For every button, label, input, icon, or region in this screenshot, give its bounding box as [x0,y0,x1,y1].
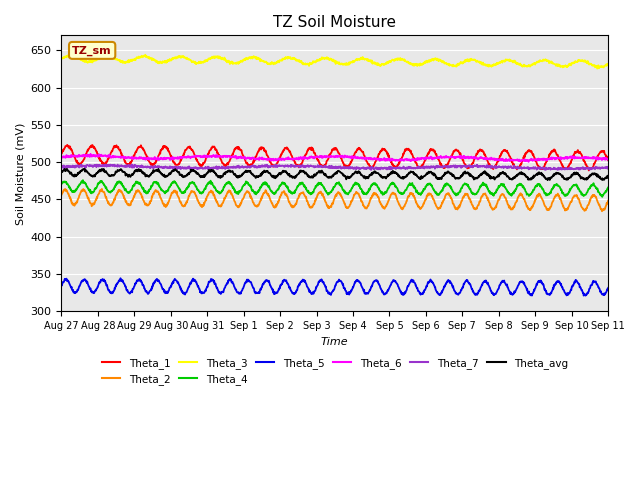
Theta_5 [301,278,309,284]
Theta_7 [311,163,319,169]
Theta_6 [525,159,532,165]
Theta_3 [369,60,377,65]
Theta_1 [122,161,130,167]
Theta_1 [369,164,377,169]
Theta_4 [100,182,108,188]
Line: Theta_4: Theta_4 [61,180,608,197]
Line: Theta_5: Theta_5 [61,278,608,296]
Theta_1 [311,150,319,156]
Theta_4 [604,185,612,191]
Theta_2 [98,186,106,192]
Line: Theta_7: Theta_7 [61,165,608,170]
Theta_3 [100,51,108,57]
Theta_7 [290,163,298,168]
Theta_avg [301,171,309,177]
Theta_3 [290,55,298,61]
Theta_7 [604,164,612,170]
Theta_2 [122,198,130,204]
Theta_4 [79,177,87,183]
Theta_avg [81,166,88,172]
Theta_7 [128,162,136,168]
Theta_1 [604,157,612,163]
Theta_5 [369,280,377,286]
Theta_2 [290,203,298,209]
Theta_6 [100,153,108,158]
Y-axis label: Soil Moisture (mV): Soil Moisture (mV) [15,122,25,225]
Theta_4 [311,185,319,191]
Theta_avg [311,171,319,177]
Theta_1 [585,168,593,173]
Theta_6 [311,155,319,160]
Theta_2 [604,198,612,204]
Theta_6 [604,156,612,162]
Theta_7 [58,163,65,168]
Theta_5 [58,282,65,288]
Theta_5 [582,293,589,299]
Theta_4 [598,194,606,200]
Title: TZ Soil Moisture: TZ Soil Moisture [273,15,396,30]
Theta_7 [100,163,108,169]
Theta_5 [122,287,130,292]
Theta_7 [367,167,375,173]
Theta_6 [290,156,298,162]
Theta_6 [58,154,65,160]
Line: Theta_1: Theta_1 [61,145,608,170]
Theta_avg [544,177,552,183]
Theta_2 [369,193,377,199]
Theta_5 [311,288,319,294]
Theta_avg [100,167,108,172]
Line: Theta_avg: Theta_avg [61,169,608,180]
Theta_2 [58,192,65,198]
Line: Theta_2: Theta_2 [61,189,608,211]
Theta_1 [290,157,298,163]
Theta_avg [58,168,65,174]
Theta_3 [58,55,65,60]
Theta_4 [58,181,65,187]
Theta_5 [116,276,124,281]
X-axis label: Time: Time [321,336,349,347]
Theta_2 [311,198,319,204]
Theta_1 [63,142,71,148]
Theta_7 [122,162,130,168]
Theta_1 [58,151,65,156]
Theta_avg [122,172,130,178]
Theta_4 [122,188,130,194]
Theta_avg [369,171,377,177]
Theta_4 [290,190,298,196]
Theta_5 [100,278,108,284]
Theta_3 [604,61,612,67]
Theta_avg [604,173,612,179]
Theta_7 [301,163,309,169]
Line: Theta_6: Theta_6 [61,154,608,162]
Theta_5 [604,285,612,291]
Theta_7 [369,166,377,171]
Theta_3 [311,60,319,65]
Theta_6 [301,154,309,160]
Line: Theta_3: Theta_3 [61,54,608,69]
Theta_5 [290,290,298,296]
Theta_2 [100,189,108,195]
Theta_6 [87,151,95,157]
Text: TZ_sm: TZ_sm [72,45,112,56]
Theta_4 [301,184,309,190]
Theta_1 [100,161,108,167]
Theta_1 [301,154,309,160]
Theta_6 [122,155,130,160]
Theta_2 [301,193,309,199]
Theta_3 [301,61,309,67]
Theta_3 [593,66,601,72]
Legend: Theta_1, Theta_2, Theta_3, Theta_4, Theta_5, Theta_6, Theta_7, Theta_avg: Theta_1, Theta_2, Theta_3, Theta_4, Thet… [97,354,572,389]
Theta_3 [122,60,130,65]
Theta_2 [598,208,606,214]
Theta_4 [369,181,377,187]
Theta_avg [290,174,298,180]
Theta_3 [100,54,108,60]
Theta_6 [369,156,377,162]
